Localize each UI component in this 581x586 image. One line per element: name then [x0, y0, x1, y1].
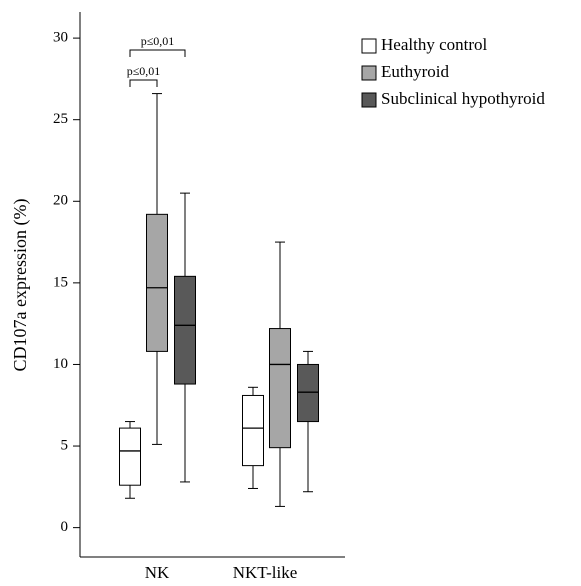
y-tick-label: 5 — [61, 437, 69, 453]
significance-bracket — [129, 49, 186, 57]
x-tick-label: NK — [145, 563, 170, 582]
box — [119, 427, 141, 486]
box — [242, 394, 264, 467]
x-tick-label: NKT-like — [233, 563, 298, 582]
y-tick-label: 0 — [61, 519, 69, 535]
y-tick-label: 20 — [53, 193, 68, 209]
box — [297, 363, 319, 423]
box — [146, 213, 168, 352]
y-axis-label: CD107a expression (%) — [10, 199, 31, 372]
box — [269, 328, 291, 449]
significance-bracket — [129, 79, 158, 87]
annotation: p≤0,01 — [141, 34, 175, 48]
legend-swatch — [361, 38, 377, 54]
legend-swatch — [361, 65, 377, 81]
legend-label: Healthy control — [381, 35, 487, 54]
y-tick-label: 30 — [53, 30, 68, 46]
y-tick-label: 15 — [53, 274, 68, 290]
y-tick-label: 25 — [53, 111, 68, 127]
legend-label: Euthyroid — [381, 62, 449, 81]
legend-swatch — [361, 92, 377, 108]
annotation: p≤0,01 — [127, 64, 161, 78]
y-tick-label: 10 — [53, 356, 68, 372]
box — [174, 275, 196, 385]
legend-label: Subclinical hypothyroid — [381, 89, 545, 108]
